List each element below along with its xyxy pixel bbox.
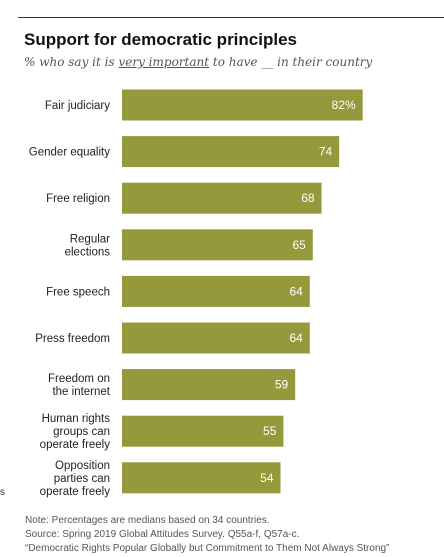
bar-4: [122, 275, 310, 307]
bar-7: [122, 415, 284, 447]
report-title-text: “Democratic Rights Popular Globally but …: [25, 543, 390, 554]
bar-2: [122, 182, 322, 214]
bar-1: [122, 136, 340, 168]
category-label-8: Opposition parties can operate freely: [40, 460, 111, 498]
category-label-7: Human rights groups can operate freely: [40, 413, 111, 451]
category-label-3: Regular elections: [65, 233, 111, 258]
bar-8: [122, 462, 281, 494]
bar-value-label-5: 64: [289, 331, 303, 345]
bar-value-label-3: 65: [292, 238, 306, 252]
chart-subtitle: % who say it is very important to have _…: [24, 55, 372, 69]
category-label-0: Fair judiciary: [45, 100, 110, 112]
side-mark: s: [0, 487, 5, 498]
category-label-2: Free religion: [46, 193, 110, 205]
note-text: Note: Percentages are medians based on 3…: [25, 515, 270, 526]
bar-6: [122, 369, 296, 401]
bar-value-label-4: 64: [289, 284, 303, 298]
bar-chart: 82% Fair judiciary 74 Gender equality 68 Free…: [29, 89, 363, 498]
bar-0: [122, 89, 363, 121]
subtitle-prefix: % who say it is: [24, 55, 119, 69]
top-rule: [18, 17, 444, 18]
bar-value-label-1: 74: [319, 145, 333, 159]
bar-value-label-7: 55: [263, 424, 277, 438]
bar-value-label-6: 59: [275, 378, 289, 392]
chart-title: Support for democratic principles: [24, 30, 297, 49]
category-label-5: Press freedom: [35, 333, 110, 345]
category-label-6: Freedom on the internet: [48, 373, 111, 398]
subtitle-suffix: to have __ in their country: [209, 55, 373, 69]
bar-value-label-8: 54: [260, 471, 274, 485]
bar-5: [122, 322, 310, 354]
subtitle-emphasis: very important: [118, 55, 210, 69]
bar-value-label-0: 82%: [332, 98, 356, 112]
category-label-1: Gender equality: [29, 147, 110, 159]
bar-value-label-2: 68: [301, 191, 315, 205]
category-label-4: Free speech: [46, 286, 110, 298]
source-text: Source: Spring 2019 Global Attitudes Sur…: [25, 529, 300, 540]
bar-3: [122, 229, 313, 261]
